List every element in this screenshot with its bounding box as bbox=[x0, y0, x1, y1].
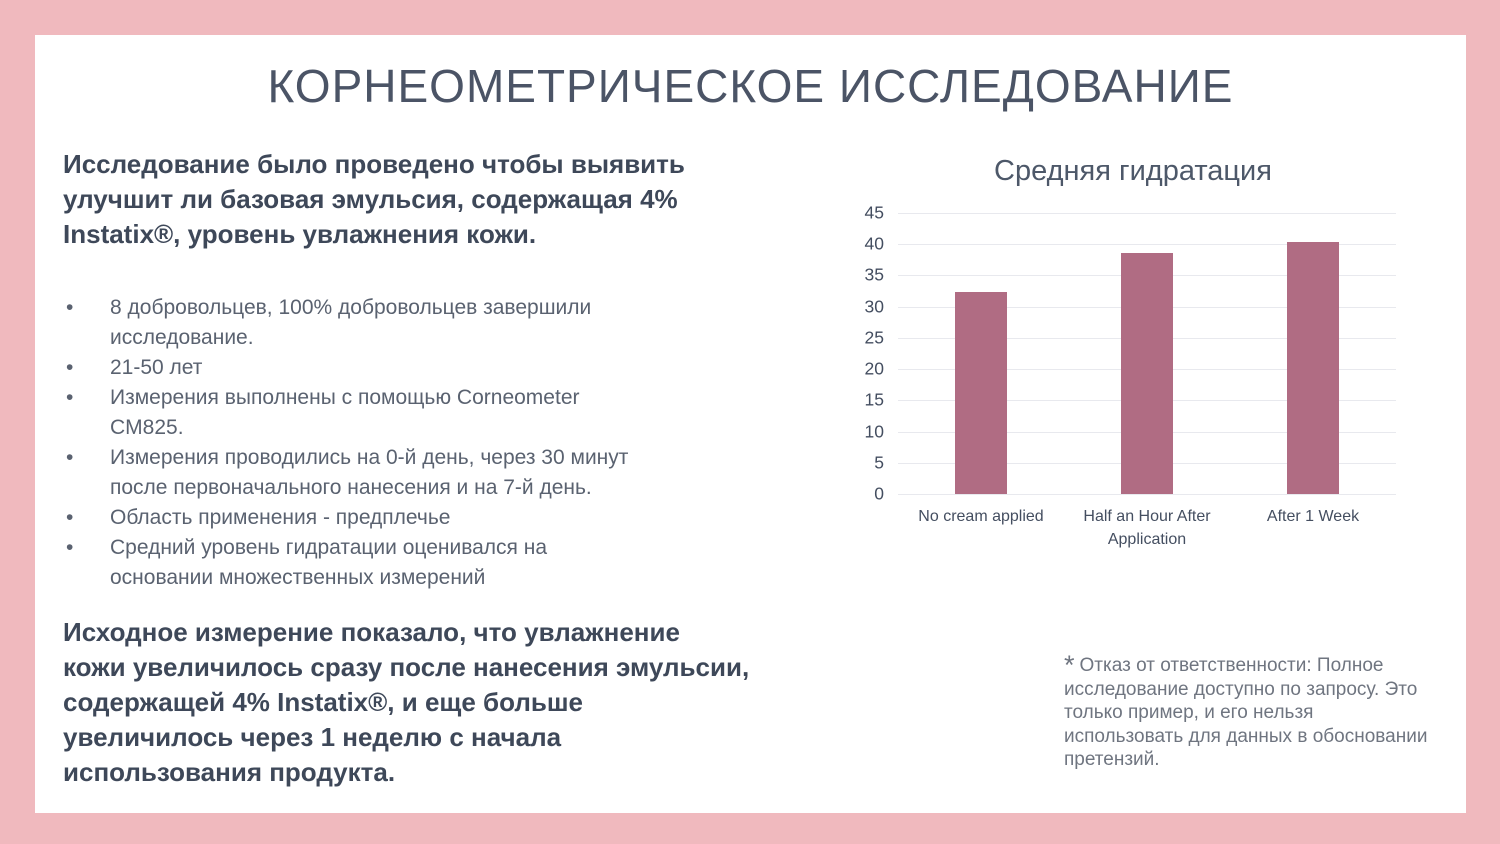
bullet-item: 21-50 лет bbox=[66, 353, 826, 383]
y-tick-label: 15 bbox=[864, 389, 884, 410]
intro-paragraph: Исследование было проведено чтобы выявит… bbox=[63, 149, 685, 249]
bullet-item: Измерения проводились на 0-й день, через… bbox=[66, 443, 826, 503]
y-tick-label: 25 bbox=[864, 327, 884, 348]
bar-1 bbox=[954, 291, 1007, 494]
x-tick-label: No cream applied bbox=[918, 508, 1044, 525]
slide: КОРНЕОМЕТРИЧЕСКОЕ ИССЛЕДОВАНИЕ Исследова… bbox=[35, 35, 1466, 813]
bullet-item: 8 добровольцев, 100% добровольцев заверш… bbox=[66, 293, 826, 353]
bullet-item: Средний уровень гидратации оценивался на… bbox=[66, 533, 826, 593]
y-tick-label: 40 bbox=[864, 233, 884, 254]
bullet-item: Область применения - предплечье bbox=[66, 503, 826, 533]
y-tick-label: 35 bbox=[864, 264, 884, 285]
gridline bbox=[898, 494, 1396, 495]
disclaimer: * Отказ от ответственности: Полное исслед… bbox=[1064, 652, 1456, 772]
y-tick-label: 10 bbox=[864, 421, 884, 442]
disclaimer-text: Отказ от ответственности: Полное исследо… bbox=[1064, 655, 1428, 770]
bullet-item: Измерения выполнены с помощью Corneomete… bbox=[66, 383, 826, 443]
y-tick-label: 30 bbox=[864, 296, 884, 317]
x-tick-label: After 1 Week bbox=[1266, 508, 1360, 525]
y-tick-label: 0 bbox=[874, 483, 884, 504]
disclaimer-asterisk: * bbox=[1064, 650, 1075, 680]
slide-title: КОРНЕОМЕТРИЧЕСКОЕ ИССЛЕДОВАНИЕ bbox=[267, 60, 1234, 112]
chart-body: 0 5 10 15 20 25 30 35 40 45 bbox=[844, 203, 1396, 504]
gridline bbox=[898, 244, 1396, 246]
chart-plot bbox=[898, 213, 1396, 495]
gridline bbox=[898, 213, 1396, 214]
y-tick-label: 45 bbox=[864, 202, 884, 223]
chart-title: Средняя гидратация bbox=[994, 155, 1272, 187]
chart-x-axis: No cream applied Half an Hour After Appli… bbox=[898, 505, 1396, 551]
bar-3 bbox=[1287, 241, 1339, 494]
conclusion-paragraph: Исходное измерение показало, что увлажне… bbox=[63, 617, 750, 787]
study-bullets: 8 добровольцев, 100% добровольцев заверш… bbox=[66, 293, 826, 593]
y-tick-label: 20 bbox=[864, 358, 884, 379]
bar-2 bbox=[1121, 252, 1173, 494]
y-tick-label: 5 bbox=[874, 452, 884, 473]
chart-y-axis: 0 5 10 15 20 25 30 35 40 45 bbox=[844, 203, 884, 504]
x-tick-label: Half an Hour After Application bbox=[1083, 508, 1211, 548]
